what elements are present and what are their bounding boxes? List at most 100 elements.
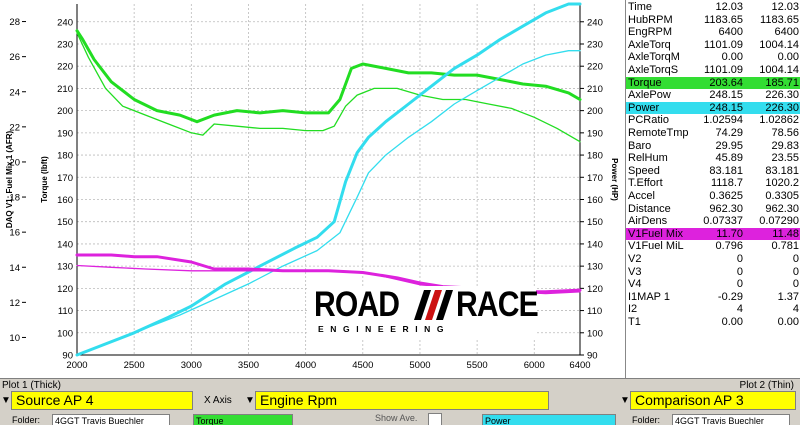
power-tick-label: 100	[587, 328, 603, 339]
afr-tick-label: 20	[9, 157, 20, 168]
data-row: V2 0 0	[626, 253, 800, 265]
data-row-label: V1Fuel MiL	[628, 240, 684, 253]
power-tick-label: 150	[587, 217, 603, 228]
torque-tick-label: 140	[57, 239, 73, 250]
data-row-value-plot1: 962.30	[709, 202, 743, 215]
data-row-label: EngRPM	[628, 26, 673, 39]
power-tick-label: 90	[587, 351, 598, 362]
torque-tick-label: 230	[57, 39, 73, 50]
logo-slashes-icon	[414, 290, 453, 320]
power-tick-label: 160	[587, 195, 603, 206]
show-ave-checkbox[interactable]	[428, 413, 442, 425]
data-row: HubRPM 1183.65 1183.65	[626, 14, 800, 26]
x-axis-select[interactable]: Engine Rpm	[255, 391, 549, 410]
data-row: RelHum 45.89 23.55	[626, 152, 800, 164]
torque-tick-label: 220	[57, 62, 73, 73]
power-tick-label: 110	[587, 306, 602, 317]
series-line-power-thin	[76, 50, 581, 356]
data-row-value-plot2: 83.181	[765, 164, 799, 177]
data-row-value-plot2: 0	[792, 253, 799, 265]
data-row-value-plot1: 4	[736, 303, 743, 316]
data-row-label: AirDens	[628, 215, 668, 228]
data-row: T1 0.00 0.00	[626, 316, 800, 328]
torque-tick-label: 190	[57, 128, 73, 139]
data-row-value-plot1: 0.00	[721, 316, 743, 328]
data-row: Baro 29.95 29.83	[626, 140, 800, 152]
power-tick-label: 130	[587, 262, 603, 273]
data-row-label: T1	[628, 316, 641, 328]
afr-tick-label: 26	[9, 52, 20, 63]
data-row-label: T.Effort	[628, 177, 663, 190]
plot2-label: Plot 2 (Thin)	[739, 380, 794, 391]
data-row-value-plot2: 226.30	[765, 101, 799, 114]
afr-tick-label: 28	[9, 17, 20, 28]
logo-subtitle: ENGINEERING	[318, 324, 451, 334]
data-row: T.Effort 1118.7 1020.2	[626, 177, 800, 189]
data-row-value-plot1: 45.89	[715, 152, 743, 165]
power-axis-title: Power (HP)	[610, 158, 619, 201]
x-tick-label: 5000	[409, 360, 430, 371]
power-tick-label: 220	[587, 62, 603, 73]
source-dropdown-arrow-icon[interactable]: ▼	[1, 395, 11, 406]
data-row-label: Speed	[628, 164, 660, 177]
channel1-select[interactable]: Torque	[193, 414, 293, 425]
data-row-value-plot1: 0.00	[721, 51, 743, 64]
data-row-label: RemoteTmp	[628, 127, 689, 139]
dyno-chart: 2000 2500 3000 3500 4000 4500 5000 5500 6000 6400…	[0, 0, 625, 378]
data-row-value-plot1: 1118.7	[710, 177, 743, 190]
x-tick-label: 3500	[238, 360, 259, 371]
data-row-label: I1MAP 1	[628, 290, 670, 303]
data-row-value-plot1: 203.64	[709, 76, 743, 89]
data-row-value-plot2: 962.30	[765, 202, 799, 215]
data-row: Accel 0.3625 0.3305	[626, 190, 800, 202]
data-row-value-plot1: 12.03	[715, 1, 743, 13]
data-row-value-plot2: 0.00	[777, 316, 799, 328]
folder2-field[interactable]: 4GGT Travis Buechler	[672, 414, 790, 425]
data-row: V1Fuel MiL 0.796 0.781	[626, 240, 800, 252]
data-row-label: Distance	[628, 202, 671, 215]
data-row: EngRPM 6400 6400	[626, 26, 800, 38]
data-row: Speed 83.181 83.181	[626, 165, 800, 177]
x-axis-label: X Axis	[204, 395, 232, 406]
x-tick-label: 2500	[124, 360, 145, 371]
data-row-value-plot2: 1004.14	[759, 64, 799, 76]
afr-axis-title: DAQ V1: Fuel Mix 1 (AFR)	[5, 130, 14, 228]
data-row: Distance 962.30 962.30	[626, 203, 800, 215]
data-row: V3 0 0	[626, 266, 800, 278]
data-row-value-plot2: 0.3305	[765, 190, 799, 202]
data-row-value-plot2: 12.03	[771, 1, 799, 13]
data-row: I2 4 4	[626, 303, 800, 315]
afr-tick-label: 22	[9, 122, 20, 133]
power-tick-label: 190	[587, 128, 603, 139]
x-tick-label: 2000	[66, 360, 87, 371]
data-row-value-plot1: 74.29	[715, 127, 743, 139]
comparison-select[interactable]: Comparison AP 3	[630, 391, 796, 410]
data-row-label: RelHum	[628, 152, 668, 165]
data-row-value-plot1: 6400	[718, 26, 743, 39]
data-row-value-plot2: 1020.2	[765, 177, 799, 190]
folder1-field[interactable]: 4GGT Travis Buechler	[52, 414, 170, 425]
torque-tick-label: 160	[57, 195, 73, 206]
x-tick-label: 3000	[181, 360, 202, 371]
data-row-value-plot2: 0	[792, 278, 799, 291]
data-row: AxleTorq 1101.09 1004.14	[626, 39, 800, 51]
torque-tick-label: 100	[57, 328, 73, 339]
series-line-torque-thick	[75, 29, 582, 124]
series-line-torque-thin	[76, 32, 581, 143]
power-tick-label: 230	[587, 39, 603, 50]
x-axis-dropdown-arrow-icon[interactable]: ▼	[245, 395, 255, 406]
comparison-dropdown-arrow-icon[interactable]: ▼	[620, 395, 630, 406]
data-row-value-plot1: 1.02594	[703, 114, 743, 127]
data-row-value-plot1: 83.181	[709, 164, 743, 177]
source-select[interactable]: Source AP 4	[11, 391, 193, 410]
data-row: PCRatio 1.02594 1.02862	[626, 114, 800, 126]
power-tick-label: 210	[587, 84, 603, 95]
torque-tick-label: 130	[57, 262, 73, 273]
channel2-select[interactable]: Power	[482, 414, 616, 425]
power-tick-label: 140	[587, 239, 603, 250]
power-tick-label: 200	[587, 106, 603, 117]
logo-word-race: RACE	[456, 285, 539, 324]
data-row-value-plot2: 4	[792, 303, 799, 316]
torque-tick-label: 200	[57, 106, 73, 117]
series-line-power-thick	[75, 2, 582, 357]
